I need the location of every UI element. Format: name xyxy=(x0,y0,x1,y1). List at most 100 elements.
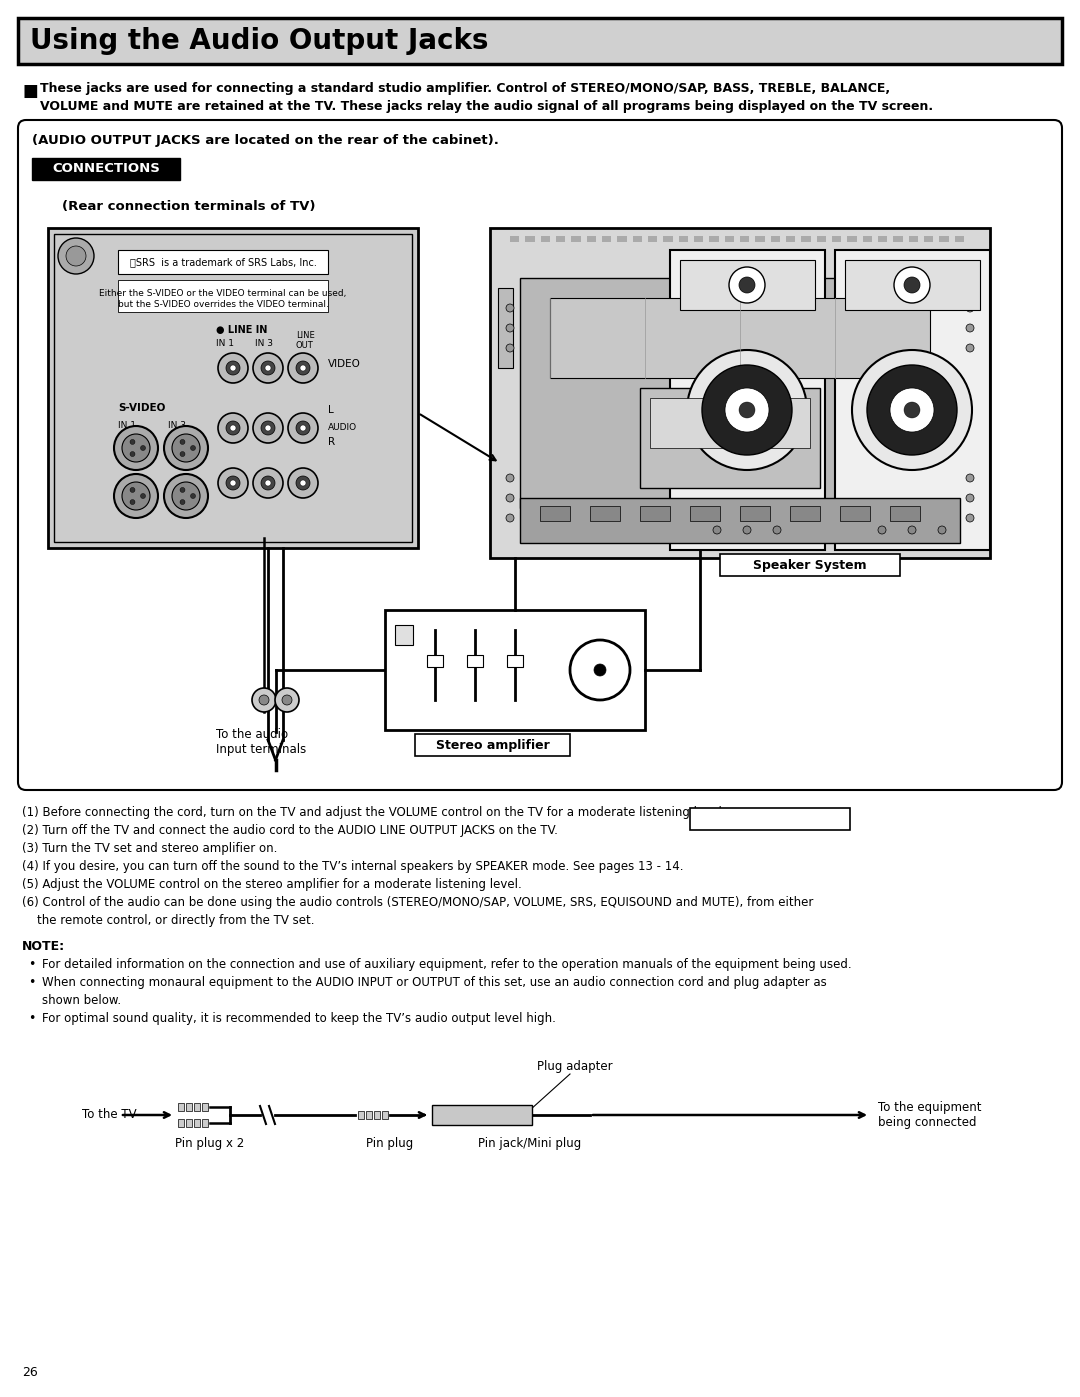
Text: (AUDIO OUTPUT JACKS are located on the rear of the cabinet).: (AUDIO OUTPUT JACKS are located on the r… xyxy=(32,134,499,147)
Circle shape xyxy=(218,353,248,383)
Circle shape xyxy=(180,500,185,504)
Text: Pin jack/Mini plug: Pin jack/Mini plug xyxy=(478,1137,582,1150)
Bar xyxy=(510,236,519,242)
Bar xyxy=(118,279,328,312)
Circle shape xyxy=(253,414,283,443)
Text: (1) Before connecting the cord, turn on the TV and adjust the VOLUME control on : (1) Before connecting the cord, turn on … xyxy=(22,806,726,819)
Bar xyxy=(618,236,626,242)
Bar xyxy=(556,236,565,242)
Text: NOTE:: NOTE: xyxy=(22,940,65,953)
Circle shape xyxy=(252,687,276,712)
Text: When connecting monaural equipment to the AUDIO INPUT or OUTPUT of this set, use: When connecting monaural equipment to th… xyxy=(42,977,827,989)
Circle shape xyxy=(713,527,721,534)
Text: VIDEO: VIDEO xyxy=(328,359,361,369)
Bar xyxy=(202,1104,208,1111)
Text: Pin plug: Pin plug xyxy=(366,1137,414,1150)
Text: the remote control, or directly from the TV set.: the remote control, or directly from the… xyxy=(22,914,314,928)
Text: (2) Turn off the TV and connect the audio cord to the AUDIO LINE OUTPUT JACKS on: (2) Turn off the TV and connect the audi… xyxy=(22,824,558,837)
Bar xyxy=(690,807,850,830)
Bar xyxy=(178,1104,184,1111)
Text: •: • xyxy=(28,958,36,971)
Bar xyxy=(663,236,673,242)
Bar xyxy=(670,250,825,550)
Bar xyxy=(186,1104,192,1111)
Bar xyxy=(835,250,990,550)
Circle shape xyxy=(702,365,792,455)
Bar xyxy=(202,1119,208,1127)
Circle shape xyxy=(218,414,248,443)
Bar xyxy=(415,733,570,756)
Circle shape xyxy=(265,365,271,372)
Circle shape xyxy=(58,237,94,274)
Bar xyxy=(940,236,948,242)
Bar xyxy=(680,260,815,310)
Bar xyxy=(571,236,581,242)
Circle shape xyxy=(164,474,208,518)
Circle shape xyxy=(180,488,185,492)
Text: For optimal sound quality, it is recommended to keep the TV’s audio output level: For optimal sound quality, it is recomme… xyxy=(42,1011,556,1025)
Bar xyxy=(771,236,780,242)
Bar xyxy=(924,236,933,242)
Bar xyxy=(507,655,523,666)
Bar xyxy=(878,236,887,242)
Text: To the audio
Input terminals: To the audio Input terminals xyxy=(216,728,306,756)
Text: VOLUME and MUTE are retained at the TV. These jacks relay the audio signal of al: VOLUME and MUTE are retained at the TV. … xyxy=(40,101,933,113)
Circle shape xyxy=(226,476,240,490)
Circle shape xyxy=(275,687,299,712)
Text: •: • xyxy=(28,1011,36,1025)
Text: Stereo amplifier: Stereo amplifier xyxy=(436,739,550,752)
Text: shown below.: shown below. xyxy=(42,995,121,1007)
FancyBboxPatch shape xyxy=(18,120,1062,789)
Circle shape xyxy=(288,414,318,443)
Bar xyxy=(720,555,900,576)
Bar xyxy=(186,1119,192,1127)
Bar xyxy=(384,610,645,731)
Circle shape xyxy=(180,451,185,457)
Text: ■: ■ xyxy=(22,82,38,101)
Circle shape xyxy=(130,488,135,492)
Bar xyxy=(832,236,841,242)
Circle shape xyxy=(966,324,974,332)
Circle shape xyxy=(507,495,514,502)
Circle shape xyxy=(507,474,514,482)
Circle shape xyxy=(894,267,930,303)
Circle shape xyxy=(190,493,195,499)
Bar xyxy=(893,236,903,242)
Circle shape xyxy=(739,277,755,293)
Text: •: • xyxy=(28,977,36,989)
Text: L: L xyxy=(328,405,334,415)
Circle shape xyxy=(890,388,934,432)
Circle shape xyxy=(300,425,306,432)
Circle shape xyxy=(66,246,86,265)
Bar xyxy=(816,236,826,242)
Bar xyxy=(194,1104,200,1111)
Bar xyxy=(789,506,820,521)
Text: AUDIO: AUDIO xyxy=(328,423,357,433)
Circle shape xyxy=(180,440,185,444)
Circle shape xyxy=(122,434,150,462)
Bar xyxy=(678,236,688,242)
Bar xyxy=(740,398,810,448)
Circle shape xyxy=(904,402,920,418)
Bar xyxy=(357,1111,364,1119)
Circle shape xyxy=(288,468,318,497)
Bar xyxy=(863,236,872,242)
Bar xyxy=(490,228,990,557)
Circle shape xyxy=(570,640,630,700)
Circle shape xyxy=(966,344,974,352)
Bar xyxy=(48,228,418,548)
Bar xyxy=(740,506,770,521)
Circle shape xyxy=(230,481,237,486)
Bar xyxy=(848,236,856,242)
Circle shape xyxy=(878,527,886,534)
Text: S-VIDEO: S-VIDEO xyxy=(118,402,165,414)
Circle shape xyxy=(966,474,974,482)
Text: To the equipment
being connected: To the equipment being connected xyxy=(878,1101,982,1129)
Circle shape xyxy=(114,474,158,518)
Text: IN 1: IN 1 xyxy=(216,339,234,348)
Bar xyxy=(118,250,328,274)
Bar xyxy=(550,298,930,379)
Circle shape xyxy=(743,527,751,534)
Circle shape xyxy=(288,353,318,383)
Circle shape xyxy=(739,402,755,418)
